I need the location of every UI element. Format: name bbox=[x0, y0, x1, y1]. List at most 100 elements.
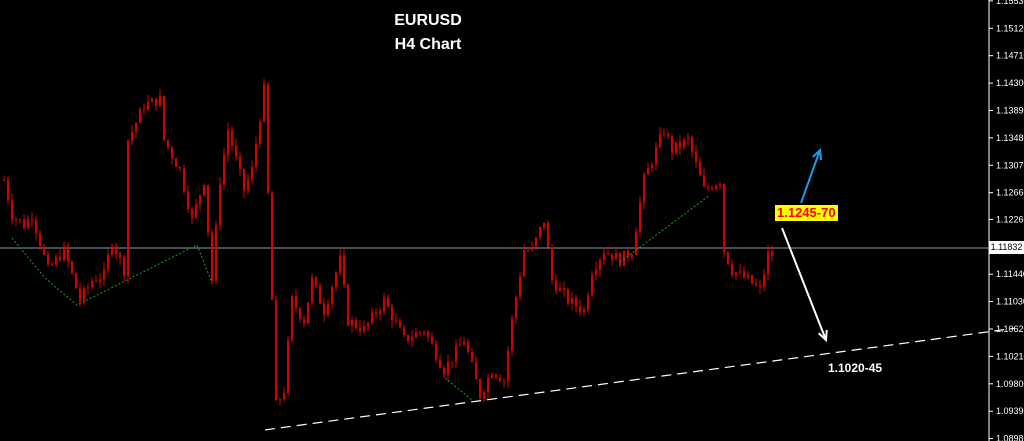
candle-body bbox=[207, 184, 209, 233]
candle-body bbox=[211, 232, 213, 281]
candle-body bbox=[519, 276, 521, 298]
candle-body bbox=[671, 136, 673, 153]
candle-body bbox=[103, 269, 105, 280]
candle-body bbox=[543, 222, 545, 227]
candle-body bbox=[659, 134, 661, 147]
candle-body bbox=[635, 231, 637, 255]
resistance-target-label: 1.1245-70 bbox=[775, 205, 838, 221]
candle-body bbox=[67, 245, 69, 262]
candle-body bbox=[323, 303, 325, 315]
y-tick-label: 1.10210 bbox=[996, 351, 1024, 361]
y-tick-label: 1.12660 bbox=[996, 188, 1024, 198]
candle-body bbox=[523, 250, 525, 277]
candle-body bbox=[391, 306, 393, 321]
down-arrow-icon-head bbox=[817, 329, 828, 343]
candle-body bbox=[759, 285, 761, 287]
candle-body bbox=[195, 204, 197, 218]
candle-body bbox=[427, 331, 429, 337]
y-tick-label: 1.11440 bbox=[996, 269, 1024, 279]
candle-body bbox=[503, 380, 505, 382]
candle-body bbox=[723, 183, 725, 253]
candle-body bbox=[583, 309, 585, 312]
candle-body bbox=[123, 257, 125, 277]
y-tick-label: 1.15530 bbox=[996, 0, 1024, 6]
candle-body bbox=[219, 184, 221, 226]
y-tick-label: 1.10620 bbox=[996, 324, 1024, 334]
candle-body bbox=[675, 141, 677, 153]
candle-body bbox=[343, 255, 345, 285]
candle-body bbox=[495, 374, 497, 378]
candle-body bbox=[143, 109, 145, 111]
y-tick-label: 1.13890 bbox=[996, 105, 1024, 115]
candle-body bbox=[695, 151, 697, 162]
candle-body bbox=[295, 296, 297, 308]
candle-body bbox=[751, 275, 753, 284]
candle-body bbox=[299, 307, 301, 319]
candle-body bbox=[463, 341, 465, 345]
candle-body bbox=[27, 219, 29, 228]
candle-body bbox=[571, 297, 573, 304]
candle-body bbox=[303, 318, 305, 324]
candle-body bbox=[599, 259, 601, 270]
candle-body bbox=[667, 133, 669, 137]
candle-body bbox=[131, 131, 133, 141]
candle-body bbox=[767, 251, 769, 275]
y-tick-label: 1.15120 bbox=[996, 23, 1024, 33]
candle-body bbox=[475, 362, 477, 380]
candle-body bbox=[631, 254, 633, 257]
candle-body bbox=[687, 137, 689, 140]
candle-body bbox=[187, 191, 189, 210]
candle-body bbox=[291, 296, 293, 341]
candle-body bbox=[719, 183, 721, 186]
down-arrow-icon bbox=[781, 227, 827, 341]
candle-body bbox=[367, 322, 369, 327]
candle-body bbox=[483, 392, 485, 399]
candle-body bbox=[567, 289, 569, 304]
candle-body bbox=[663, 133, 665, 135]
y-tick-label: 1.14300 bbox=[996, 78, 1024, 88]
candle-body bbox=[119, 253, 121, 258]
support-target-label: 1.1020-45 bbox=[828, 361, 883, 375]
chart-title: EURUSD bbox=[394, 12, 462, 29]
up-arrow-icon bbox=[800, 149, 821, 204]
candle-body bbox=[267, 83, 269, 193]
candle-body bbox=[551, 247, 553, 281]
y-tick-label: 1.13480 bbox=[996, 133, 1024, 143]
candle-body bbox=[383, 297, 385, 311]
candle-body bbox=[699, 161, 701, 176]
candle-body bbox=[127, 140, 129, 277]
candle-body bbox=[87, 286, 89, 289]
candle-body bbox=[703, 175, 705, 187]
up-arrow-icon-head bbox=[812, 147, 823, 161]
candle-body bbox=[423, 331, 425, 333]
candle-body bbox=[107, 254, 109, 270]
candle-body bbox=[679, 141, 681, 148]
y-tick-label: 1.14710 bbox=[996, 51, 1024, 61]
candle-body bbox=[99, 279, 101, 282]
candle-body bbox=[235, 145, 237, 157]
candle-body bbox=[547, 222, 549, 248]
candle-body bbox=[535, 237, 537, 247]
candle-body bbox=[607, 253, 609, 255]
candle-body bbox=[19, 219, 21, 221]
candle-body bbox=[199, 195, 201, 205]
candle-body bbox=[167, 139, 169, 148]
candle-body bbox=[95, 280, 97, 282]
candle-body bbox=[55, 256, 57, 265]
candle-body bbox=[379, 310, 381, 315]
candle-body bbox=[715, 185, 717, 190]
candle-body bbox=[43, 246, 45, 255]
candle-body bbox=[531, 246, 533, 251]
current-price-badge: 1.11832 bbox=[989, 241, 1024, 254]
candle-body bbox=[155, 98, 157, 107]
candle-body bbox=[279, 399, 281, 401]
candle-body bbox=[507, 350, 509, 381]
candle-body bbox=[359, 327, 361, 332]
candle-body bbox=[283, 393, 285, 400]
candle-body bbox=[539, 226, 541, 238]
candle-body bbox=[275, 299, 277, 401]
candle-body bbox=[491, 374, 493, 378]
candle-body bbox=[643, 174, 645, 203]
